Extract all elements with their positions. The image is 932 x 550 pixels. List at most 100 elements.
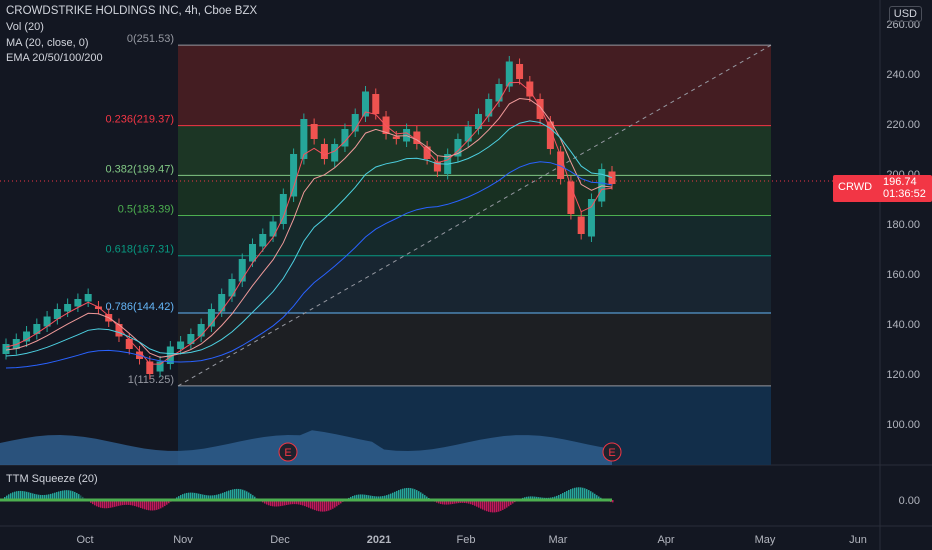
squeeze-bar [438,500,440,504]
squeeze-bar [582,487,584,500]
squeeze-bar [242,489,244,500]
fib-level-label-3: 0.5(183.39) [118,204,174,216]
ttm-squeeze-label[interactable]: TTM Squeeze (20) [6,473,98,485]
squeeze-bar [420,492,422,500]
squeeze-bar [424,495,426,500]
squeeze-bar [224,492,226,500]
candle-body [43,316,51,327]
volume-indicator-label[interactable]: Vol (20) [6,21,44,33]
ema-indicator-label[interactable]: EMA 20/50/100/200 [6,52,103,64]
squeeze-bar [380,496,382,500]
ma-indicator-label[interactable]: MA (20, close, 0) [6,37,89,49]
fib-level-label-2: 0.382(199.47) [106,163,175,175]
candle-body [423,146,431,159]
squeeze-bar [418,491,420,500]
squeeze-bar [202,494,204,500]
fib-level-label-0: 0(251.53) [127,33,174,45]
squeeze-bar [496,500,498,513]
squeeze-bar [314,500,316,511]
candle-body [474,114,482,129]
squeeze-bar [376,496,378,500]
squeeze-bar [162,500,164,508]
squeeze-bar [222,492,224,500]
candle-body [218,294,226,312]
squeeze-bar [138,500,140,508]
squeeze-bar [130,500,132,506]
candle-body [546,121,554,149]
squeeze-bar [96,500,98,507]
squeeze-bar [132,500,134,506]
squeeze-bar [14,491,16,500]
squeeze-bar [52,493,54,500]
squeeze-bar [274,500,276,507]
squeeze-bar [390,493,392,500]
ema-line-100 [5,161,613,369]
squeeze-bar [10,493,12,500]
squeeze-bar [404,488,406,500]
squeeze-bar [306,500,308,507]
squeeze-bar [254,496,256,500]
squeeze-bar [152,500,154,511]
squeeze-bar [198,493,200,500]
ema-line-50 [5,120,613,357]
squeeze-bar [508,500,510,507]
squeeze-bar [570,489,572,500]
squeeze-bar [416,490,418,500]
squeeze-bar [588,490,590,500]
squeeze-bar [104,500,106,509]
price-tick-label: 140.00 [886,319,920,331]
price-tick-label: 180.00 [886,219,920,231]
squeeze-bar [386,495,388,500]
candle-body [269,221,277,237]
squeeze-bar [220,493,222,500]
squeeze-bar [134,500,136,507]
candle-body [300,119,308,159]
squeeze-bar [302,500,304,506]
squeeze-bar [392,492,394,500]
candle-body [341,129,349,147]
squeeze-bar [366,494,368,500]
candle-body [2,344,10,354]
squeeze-bar [330,500,332,510]
candle-body [485,99,493,117]
time-tick-label: Nov [173,534,193,546]
squeeze-bar [472,500,474,505]
earnings-marker [278,442,298,462]
squeeze-bar [32,493,34,500]
squeeze-bar [566,490,568,500]
squeeze-bar [590,491,592,500]
squeeze-bar [236,488,238,500]
candle-body [84,294,92,302]
squeeze-bar [168,500,170,504]
squeeze-bar [114,500,116,507]
symbol-title[interactable]: CROWDSTRIKE HOLDINGS INC, 4h, Cboe BZX [6,5,258,17]
squeeze-bar [298,500,300,505]
fib-level-label-5: 0.786(144.42) [106,301,175,313]
price-tick-label: 120.00 [886,369,920,381]
squeeze-bar [210,495,212,500]
squeeze-bar [412,488,414,500]
candle-body [249,244,257,262]
squeeze-bar [44,494,46,500]
fib-zone-0 [178,45,771,126]
earnings-marker-label: E [608,447,615,459]
squeeze-bar [218,494,220,500]
squeeze-bar [526,496,528,500]
squeeze-bar [592,492,594,500]
squeeze-bar [4,496,6,500]
squeeze-bar [406,487,408,500]
time-tick-label: Dec [270,534,290,546]
squeeze-bar [92,500,94,505]
squeeze-bar [80,495,82,500]
fib-trend-line [177,44,772,387]
currency-button[interactable]: USD [888,6,922,22]
squeeze-bar [18,490,20,500]
squeeze-bar [34,493,36,500]
candle-body [290,154,298,197]
squeeze-bar [580,487,582,500]
squeeze-bar [480,500,482,509]
squeeze-bar [476,500,478,507]
ema-line-20 [5,97,613,358]
squeeze-bar [358,494,360,500]
